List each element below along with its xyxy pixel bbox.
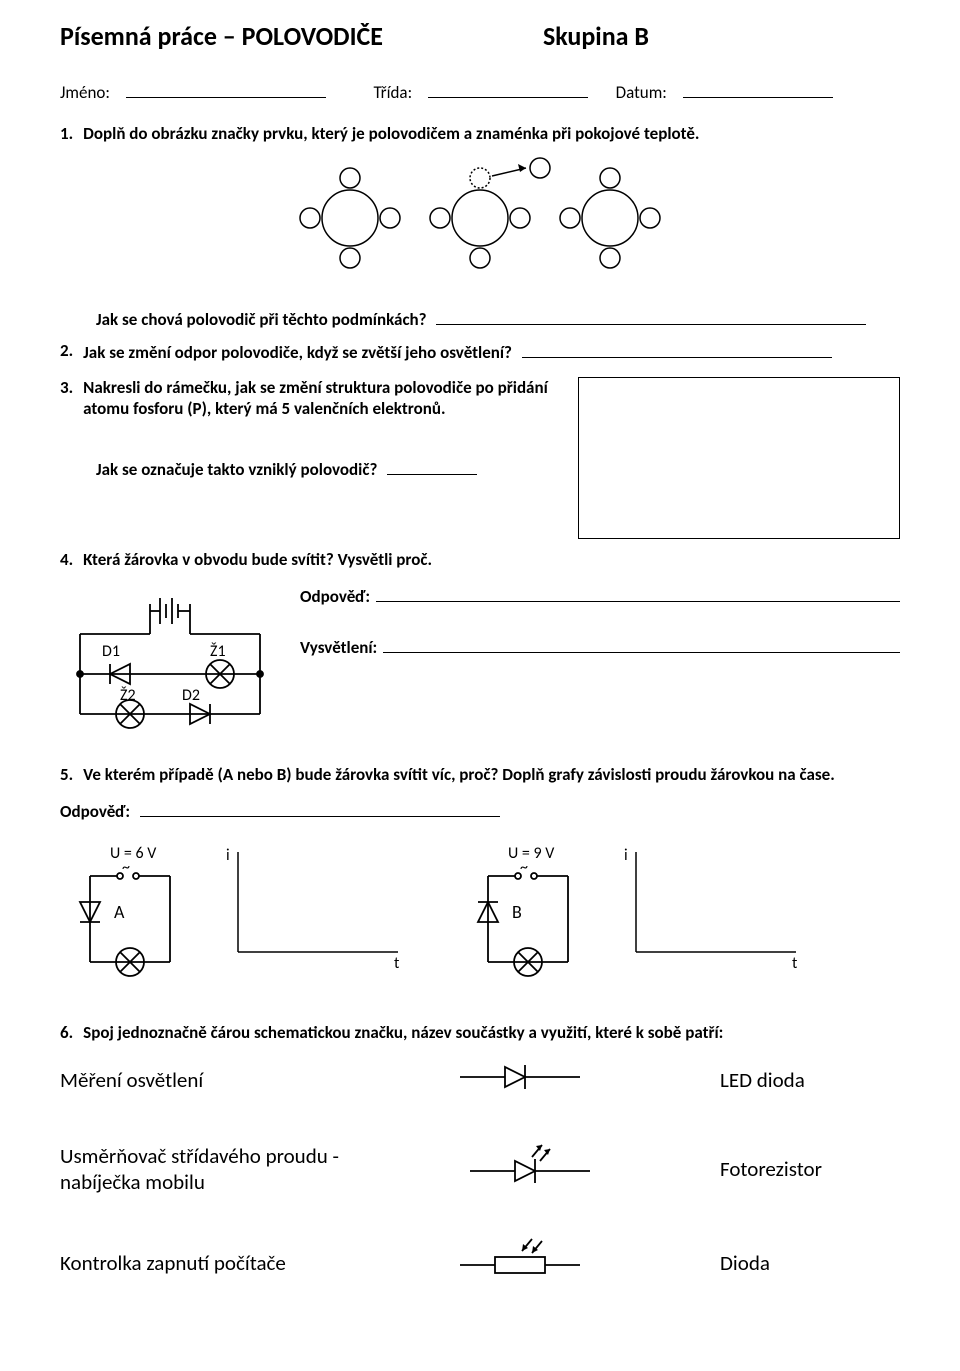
q6-row-2[interactable]: Kontrolka zapnutí počítače Dioda (60, 1235, 900, 1291)
q5-circuit-a: U = 6 V ~ (60, 842, 200, 982)
q1-sub-blank[interactable] (436, 307, 866, 325)
q6-rows: Měření osvětlení LED dioda Usměrňovač st… (60, 1057, 900, 1291)
q4-label-z1: Ž1 (210, 642, 226, 661)
title-right: Skupina B (543, 20, 649, 52)
q4-num: 4. (60, 549, 73, 570)
q3-text: Nakresli do rámečku, jak se změní strukt… (83, 377, 548, 419)
q1-text: Doplň do obrázku značky prvku, který je … (83, 123, 900, 144)
q3-blank[interactable] (387, 457, 477, 475)
q6-left-2: Kontrolka zapnutí počítače (60, 1250, 320, 1276)
q6-left-0: Měření osvětlení (60, 1067, 320, 1093)
q4-label-d1: D1 (102, 642, 120, 661)
q4-label-d2: D2 (182, 686, 200, 705)
q6: 6. Spoj jednoznačně čárou schematickou z… (60, 1022, 900, 1043)
svg-text:i: i (624, 846, 628, 865)
q6-right-0: LED dioda (720, 1067, 900, 1093)
q6-right-2: Dioda (720, 1250, 900, 1276)
q4-answer-blank[interactable] (376, 584, 900, 602)
q4-circuit-block: D1 Ž1 Ž2 D2 Odpověď: Vysvětlení: (60, 584, 900, 734)
svg-text:i: i (226, 846, 230, 865)
q5-graph-a[interactable]: i t (218, 842, 408, 972)
q1-sub: Jak se chová polovodič při těchto podmín… (96, 309, 427, 330)
svg-text:A: A (114, 901, 125, 923)
q6-row-1[interactable]: Usměrňovač střídavého proudu - nabíječka… (60, 1141, 900, 1197)
q4-text: Která žárovka v obvodu bude svítit? Vysv… (83, 549, 900, 570)
q6-symbol-diode (430, 1057, 610, 1103)
q4-answer-label: Odpověď: (300, 586, 370, 607)
q5-block-a: U = 6 V ~ (60, 842, 408, 982)
svg-text:~: ~ (520, 858, 528, 877)
q5-answer-label: Odpověď: (60, 801, 130, 822)
q1-num: 1. (60, 123, 73, 144)
q5: 5. Ve kterém případě (A nebo B) bude žár… (60, 764, 900, 785)
q3-block: 3. Nakresli do rámečku, jak se změní str… (60, 377, 900, 539)
q6-right-1: Fotorezistor (720, 1156, 900, 1182)
q5-text: Ve kterém případě (A nebo B) bude žárovk… (83, 764, 900, 785)
q5-num: 5. (60, 764, 73, 785)
q5-circuit-b: U = 9 V ~ (458, 842, 598, 982)
q2-num: 2. (60, 340, 73, 363)
svg-text:t: t (394, 954, 400, 973)
date-blank[interactable] (683, 80, 833, 98)
name-blank[interactable] (126, 80, 326, 98)
q4-answers: Odpověď: Vysvětlení: (300, 584, 900, 686)
q5-answer-blank[interactable] (140, 799, 500, 817)
q4: 4. Která žárovka v obvodu bude svítit? V… (60, 549, 900, 570)
q6-num: 6. (60, 1022, 73, 1043)
q2-blank[interactable] (522, 340, 832, 358)
q5-answer-row: Odpověď: (60, 799, 900, 822)
q3-drawing-box[interactable] (578, 377, 900, 539)
class-blank[interactable] (428, 80, 588, 98)
q6-symbol-photoresistor (430, 1235, 610, 1291)
q6-left-1: Usměrňovač střídavého proudu - nabíječka… (60, 1143, 340, 1195)
meta-row: Jméno: Třída: Datum: (60, 80, 900, 103)
q6-text: Spoj jednoznačně čárou schematickou znač… (83, 1022, 900, 1043)
q1-sub-row: Jak se chová polovodič při těchto podmín… (96, 307, 900, 330)
q2-text-inner: Jak se změní odpor polovodiče, když se z… (83, 342, 512, 363)
q1: 1. Doplň do obrázku značky prvku, který … (60, 123, 900, 144)
date-label: Datum: (616, 82, 667, 103)
q4-explain-label: Vysvětlení: (300, 637, 377, 658)
q2: 2. Jak se změní odpor polovodiče, když s… (60, 340, 900, 363)
q5-graph-b[interactable]: i t (616, 842, 806, 972)
title-left: Písemná práce – POLOVODIČE (60, 20, 383, 52)
q3-sub-row: Jak se označuje takto vzniklý polovodič? (96, 457, 548, 480)
svg-text:U = 6 V: U = 6 V (110, 844, 157, 863)
q3-num: 3. (60, 377, 73, 419)
name-label: Jméno: (60, 82, 110, 103)
q3-sub: Jak se označuje takto vzniklý polovodič? (96, 459, 377, 480)
worksheet-page: Písemná práce – POLOVODIČE Skupina B Jmé… (0, 0, 960, 1371)
q6-row-0[interactable]: Měření osvětlení LED dioda (60, 1057, 900, 1103)
q4-explain-blank[interactable] (383, 635, 900, 653)
svg-text:B: B (512, 901, 522, 923)
q4-circuit-diagram: D1 Ž1 Ž2 D2 (60, 584, 280, 734)
svg-text:U = 9 V: U = 9 V (508, 844, 555, 863)
atom-diagram (60, 158, 900, 283)
q5-graphs-row: U = 6 V ~ (60, 842, 900, 982)
worksheet-header: Písemná práce – POLOVODIČE Skupina B (60, 20, 900, 52)
q2-text: Jak se změní odpor polovodiče, když se z… (83, 340, 900, 363)
q4-label-z2: Ž2 (120, 686, 136, 705)
q5-block-b: U = 9 V ~ (458, 842, 806, 982)
class-label: Třída: (373, 82, 412, 103)
svg-text:t: t (792, 954, 798, 973)
svg-text:~: ~ (122, 858, 130, 877)
q6-symbol-led (440, 1141, 620, 1197)
